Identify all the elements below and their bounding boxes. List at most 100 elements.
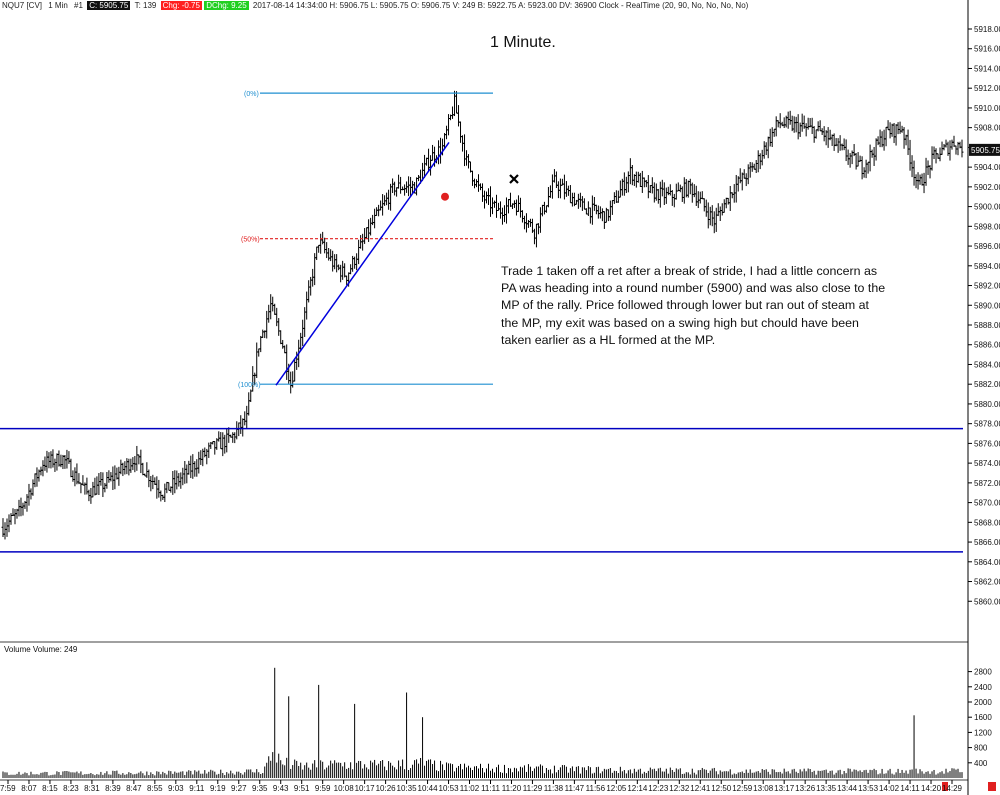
entry-marker bbox=[441, 192, 449, 201]
time-tick-label: 13:17 bbox=[774, 784, 795, 793]
time-tick-label: 9:27 bbox=[231, 784, 247, 793]
time-tick-label: 8:31 bbox=[84, 784, 100, 793]
price-tick-label: 5872.00 bbox=[974, 479, 1000, 488]
time-tick-label: 9:59 bbox=[315, 784, 331, 793]
last-price-label: 5905.75 bbox=[971, 146, 1000, 155]
time-tick-label: 7:59 bbox=[0, 784, 16, 793]
price-tick-label: 5910.00 bbox=[974, 104, 1000, 113]
price-tick-label: 5876.00 bbox=[974, 439, 1000, 448]
time-tick-label: 9:03 bbox=[168, 784, 184, 793]
time-tick-label: 14:11 bbox=[900, 784, 920, 793]
price-tick-label: 5914.00 bbox=[974, 64, 1000, 73]
chart-title: 1 Minute. bbox=[490, 34, 556, 51]
price-tick-label: 5884.00 bbox=[974, 360, 1000, 369]
time-tick-label: 13:44 bbox=[837, 784, 858, 793]
trend-line bbox=[275, 142, 450, 386]
time-tick-label: 9:51 bbox=[294, 784, 310, 793]
time-tick-label: 12:05 bbox=[606, 784, 627, 793]
time-tick-label: 10:08 bbox=[334, 784, 355, 793]
exit-marker bbox=[509, 174, 519, 184]
time-tick-label: 8:23 bbox=[63, 784, 79, 793]
time-tick-label: 9:43 bbox=[273, 784, 289, 793]
time-tick-label: 12:50 bbox=[711, 784, 732, 793]
ticks-label: T: 139 bbox=[134, 1, 157, 10]
price-tick-label: 5888.00 bbox=[974, 321, 1000, 330]
time-tick-label: 8:47 bbox=[126, 784, 142, 793]
chart-header: NQU7 [CV] 1 Min #1 C: 5905.75 T: 139 Chg… bbox=[0, 0, 968, 12]
price-tick-label: 5866.00 bbox=[974, 538, 1000, 547]
volume-tick-label: 2000 bbox=[974, 698, 992, 707]
time-tick-label: 8:55 bbox=[147, 784, 163, 793]
time-tick-label: 11:11 bbox=[481, 784, 500, 793]
time-tick-label: 12:32 bbox=[669, 784, 690, 793]
period-label[interactable]: 1 Min bbox=[48, 1, 68, 10]
volume-tick-label: 400 bbox=[974, 759, 988, 768]
volume-pane-label: Volume Volume: 249 bbox=[4, 645, 78, 654]
change-badge: Chg: -0.75 bbox=[160, 1, 202, 10]
price-tick-label: 5898.00 bbox=[974, 222, 1000, 231]
time-tick-label: 10:53 bbox=[439, 784, 460, 793]
drawing-tools-layer: (0%) (50%) (100%) bbox=[0, 91, 996, 791]
time-tick-label: 13:53 bbox=[858, 784, 879, 793]
time-tick-label: 12:14 bbox=[627, 784, 648, 793]
price-tick-label: 5918.00 bbox=[974, 25, 1000, 34]
time-tick-label: 11:02 bbox=[460, 784, 480, 793]
price-tick-label: 5868.00 bbox=[974, 518, 1000, 527]
price-tick-label: 5882.00 bbox=[974, 380, 1000, 389]
time-tick-label: 8:15 bbox=[42, 784, 58, 793]
last-price-tag bbox=[969, 143, 1000, 156]
time-tick-label: 10:35 bbox=[397, 784, 418, 793]
scroll-marker bbox=[988, 782, 996, 791]
time-tick-label: 11:56 bbox=[586, 784, 606, 793]
volume-tick-label: 1200 bbox=[974, 728, 992, 737]
time-tick-label: 10:26 bbox=[376, 784, 397, 793]
symbol-label[interactable]: NQU7 [CV] bbox=[2, 1, 43, 10]
price-tick-label: 5864.00 bbox=[974, 558, 1000, 567]
price-tick-label: 5916.00 bbox=[974, 45, 1000, 54]
time-tick-label: 13:26 bbox=[795, 784, 816, 793]
price-tick-label: 5886.00 bbox=[974, 341, 1000, 350]
fib-50-label: (50%) bbox=[241, 237, 260, 244]
close-badge: C: 5905.75 bbox=[87, 1, 131, 10]
price-tick-label: 5890.00 bbox=[974, 301, 1000, 310]
price-tick-label: 5896.00 bbox=[974, 242, 1000, 251]
price-tick-label: 5870.00 bbox=[974, 499, 1000, 508]
price-tick-label: 5874.00 bbox=[974, 459, 1000, 468]
volume-tick-label: 2800 bbox=[974, 668, 992, 677]
price-tick-label: 5878.00 bbox=[974, 420, 1000, 429]
price-tick-label: 5892.00 bbox=[974, 282, 1000, 291]
volume-tick-label: 1600 bbox=[974, 713, 992, 722]
price-tick-label: 5902.00 bbox=[974, 183, 1000, 192]
time-tick-label: 14:29 bbox=[942, 784, 963, 793]
volume-bars-layer bbox=[2, 667, 963, 778]
time-tick-label: 12:23 bbox=[648, 784, 669, 793]
daily-change-badge: DChg: 9.25 bbox=[204, 1, 249, 10]
scroll-marker bbox=[942, 782, 948, 791]
price-tick-label: 5880.00 bbox=[974, 400, 1000, 409]
time-tick-label: 10:44 bbox=[418, 784, 439, 793]
price-tick-label: 5894.00 bbox=[974, 262, 1000, 271]
pane-label: #1 bbox=[74, 1, 83, 10]
time-tick-label: 11:29 bbox=[523, 784, 543, 793]
time-tick-label: 14:20 bbox=[921, 784, 942, 793]
price-tick-label: 5904.00 bbox=[974, 163, 1000, 172]
time-tick-label: 8:39 bbox=[105, 784, 121, 793]
time-tick-label: 9:35 bbox=[252, 784, 268, 793]
time-tick-label: 11:47 bbox=[565, 784, 585, 793]
price-tick-label: 5862.00 bbox=[974, 578, 1000, 587]
time-tick-label: 11:20 bbox=[502, 784, 522, 793]
price-tick-label: 5908.00 bbox=[974, 124, 1000, 133]
time-tick-label: 10:17 bbox=[355, 784, 376, 793]
time-tick-label: 9:11 bbox=[189, 784, 205, 793]
header-info: 2017-08-14 14:34:00 H: 5906.75 L: 5905.7… bbox=[252, 1, 749, 10]
time-tick-label: 13:08 bbox=[753, 784, 774, 793]
time-tick-label: 9:19 bbox=[210, 784, 226, 793]
time-tick-label: 11:38 bbox=[544, 784, 564, 793]
time-tick-label: 14:02 bbox=[879, 784, 900, 793]
trade-annotation: Trade 1 taken off a ret after a break of… bbox=[501, 264, 886, 347]
fib-0-label: (0%) bbox=[244, 91, 259, 98]
time-tick-label: 12:41 bbox=[690, 784, 711, 793]
price-tick-label: 5912.00 bbox=[974, 84, 1000, 93]
